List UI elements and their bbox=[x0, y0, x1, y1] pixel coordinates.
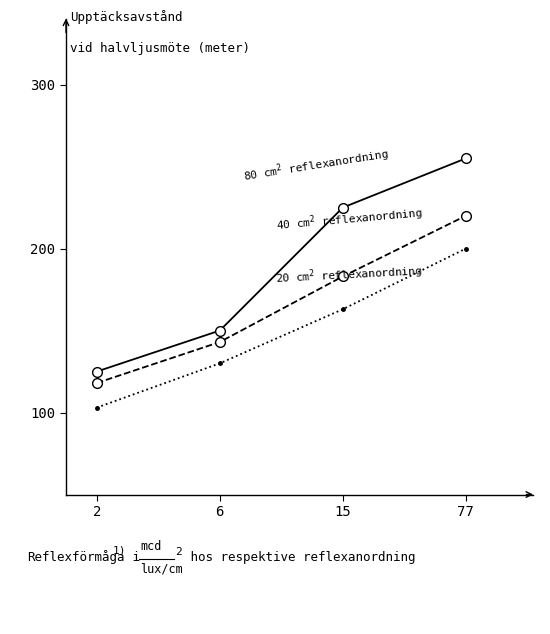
Text: 80 cm$^2$ reflexanordning: 80 cm$^2$ reflexanordning bbox=[242, 145, 390, 186]
Text: hos respektive reflexanordning: hos respektive reflexanordning bbox=[183, 551, 416, 564]
Text: 2: 2 bbox=[175, 547, 182, 557]
Text: i: i bbox=[125, 551, 148, 564]
Text: lux/cm: lux/cm bbox=[140, 562, 183, 576]
Text: Upptäcksavstånd: Upptäcksavstånd bbox=[70, 10, 182, 24]
Text: 20 cm$^2$ reflexanordning: 20 cm$^2$ reflexanordning bbox=[275, 262, 423, 288]
Text: Reflexförmåga: Reflexförmåga bbox=[28, 550, 125, 564]
Text: vid halvljusmöte (meter): vid halvljusmöte (meter) bbox=[70, 42, 250, 55]
Text: 1): 1) bbox=[113, 545, 127, 555]
Text: 40 cm$^2$ reflexanordning: 40 cm$^2$ reflexanordning bbox=[275, 204, 423, 235]
Text: mcd: mcd bbox=[140, 540, 162, 553]
